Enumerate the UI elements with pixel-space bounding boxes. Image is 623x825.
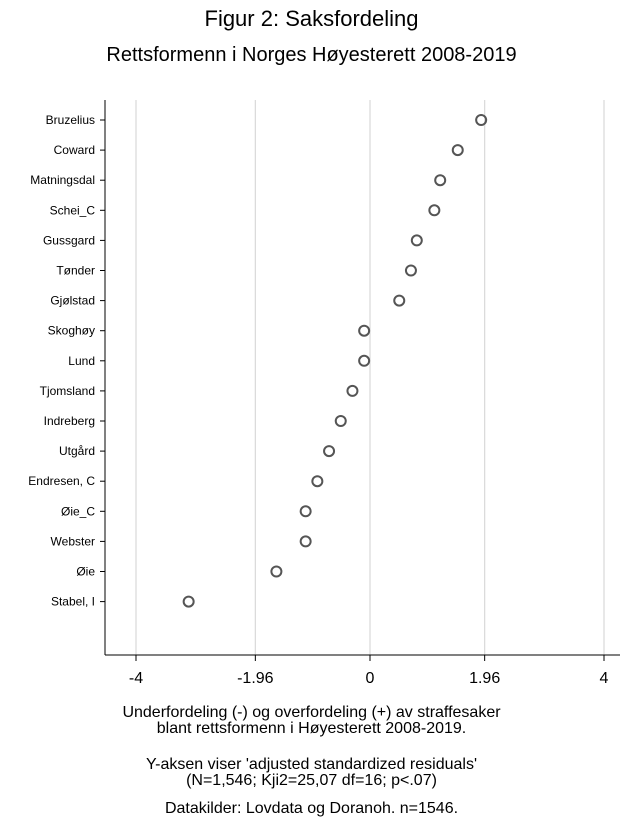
chart-title: Figur 2: Saksfordeling	[204, 6, 419, 31]
y-tick-label: Øie_C	[61, 504, 95, 518]
data-point	[393, 294, 406, 307]
y-tick-label: Lund	[68, 354, 95, 368]
note-line-3: Y-aksen viser 'adjusted standardized res…	[145, 756, 478, 773]
y-tick-label: Øie	[76, 565, 95, 579]
data-point	[451, 144, 464, 157]
data-point	[404, 264, 417, 277]
note-block-3: Datakilder: Lovdata og Doranoh. n=1546.	[0, 801, 623, 817]
y-tick-label: Utgård	[59, 444, 95, 458]
x-tick-label: 4	[600, 670, 609, 687]
y-tick-label: Webster	[51, 534, 95, 548]
data-point	[323, 445, 336, 458]
note-line-4: (N=1,546; Kji2=25,07 df=16; p<.07)	[186, 772, 437, 789]
data-point	[299, 535, 312, 548]
note-line-2: blant rettsformenn i Høyesterett 2008-20…	[156, 720, 467, 737]
y-tick-label: Skoghøy	[48, 324, 95, 338]
x-tick-layer: -4 -1.96 0 1.96 4	[129, 655, 609, 687]
data-point	[410, 234, 423, 247]
data-point	[475, 114, 488, 126]
y-tick-layer: Bruzelius Coward Matningsdal Schei_C Gussgar…	[28, 113, 105, 609]
data-point	[346, 384, 359, 397]
x-tick-label: 1.96	[469, 670, 500, 687]
note-block-1: Underfordeling (-) og overfordeling (+) …	[0, 705, 623, 737]
y-tick-label: Gussgard	[43, 233, 95, 247]
data-point	[270, 565, 283, 578]
note-line-5: Datakilder: Lovdata og Doranoh. n=1546.	[164, 800, 459, 817]
y-tick-label: Bruzelius	[46, 113, 95, 127]
data-point	[428, 204, 441, 217]
note-line-1: Underfordeling (-) og overfordeling (+) …	[122, 704, 501, 721]
data-point	[358, 324, 371, 337]
y-tick-label: Gjølstad	[50, 294, 95, 308]
note-block-2: Y-aksen viser 'adjusted standardized res…	[0, 757, 623, 789]
y-tick-label: Tjomsland	[40, 384, 95, 398]
x-tick-label: 0	[366, 670, 375, 687]
y-tick-label: Tønder	[56, 264, 95, 278]
data-point	[434, 174, 447, 187]
y-tick-label: Endresen, C	[28, 474, 95, 488]
x-tick-label: -4	[129, 670, 143, 687]
data-point	[182, 595, 195, 608]
x-tick-label: -1.96	[237, 670, 274, 687]
chart-subtitle: Rettsformenn i Norges Høyesterett 2008-2…	[106, 44, 517, 66]
data-point	[299, 505, 312, 518]
y-tick-label: Stabel, I	[51, 595, 95, 609]
y-tick-label: Indreberg	[44, 414, 95, 428]
points-layer	[182, 114, 488, 608]
y-tick-label: Schei_C	[50, 203, 96, 217]
y-tick-label: Coward	[54, 143, 95, 157]
data-point	[334, 415, 347, 427]
data-point	[311, 475, 324, 488]
y-tick-label: Matningsdal	[30, 173, 95, 187]
grid-layer	[135, 100, 605, 655]
data-point	[358, 354, 371, 367]
